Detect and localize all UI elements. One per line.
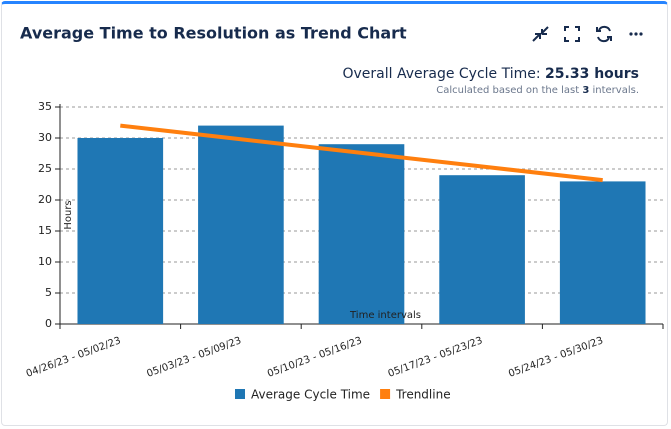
collapse-icon[interactable]: [532, 26, 549, 42]
toolbar: [532, 25, 643, 43]
bar: [198, 125, 284, 324]
summary-note: Calculated based on the last 3 intervals…: [436, 85, 639, 96]
fullscreen-icon[interactable]: [564, 26, 580, 42]
summary: Overall Average Cycle Time: 25.33 hours: [342, 66, 639, 82]
trendline: [120, 123, 603, 183]
y-tick-label: 15: [38, 224, 52, 237]
x-tick-label: 05/03/23 - 05/09/23: [145, 335, 243, 379]
y-tick-label: 30: [38, 131, 52, 144]
y-tick-label: 0: [45, 317, 52, 330]
more-icon[interactable]: [629, 32, 643, 36]
note-text: Calculated based on the last: [436, 85, 579, 96]
x-axis-label: Time intervals: [349, 310, 421, 321]
y-tick-label: 5: [45, 286, 52, 299]
bar: [318, 144, 405, 324]
y-tick-label: 10: [38, 255, 52, 268]
bar: [77, 138, 164, 324]
y-tick-label: 20: [38, 193, 52, 206]
bar: [439, 175, 525, 324]
x-tick-label: 05/17/23 - 05/23/23: [387, 335, 485, 379]
refresh-icon[interactable]: [596, 25, 612, 43]
y-tick-label: 25: [38, 162, 52, 175]
x-tick-label: 05/10/23 - 05/16/23: [266, 335, 364, 379]
x-tick-label: 04/26/23 - 05/02/23: [25, 335, 123, 379]
summary-label: Overall Average Cycle Time:: [342, 66, 540, 82]
bar: [559, 181, 646, 324]
legend-swatch: [380, 389, 391, 399]
y-tick-label: 35: [38, 100, 52, 113]
summary-value: 25.33 hours: [545, 66, 639, 82]
legend-label: Average Cycle Time: [251, 388, 370, 402]
note-text: intervals.: [592, 85, 639, 96]
legend-label: Trendline: [395, 388, 451, 402]
widget-title: Average Time to Resolution as Trend Char…: [20, 24, 407, 43]
note-count: 3: [582, 85, 589, 96]
legend-swatch: [235, 389, 245, 399]
plot: 0 5 10 15 20 25 30 35 04/26/23 - 05/02/23 05/03/2…: [25, 100, 664, 402]
x-tick-label: 05/24/23 - 05/30/23: [507, 335, 605, 379]
y-axis-label: Hours: [63, 200, 74, 229]
